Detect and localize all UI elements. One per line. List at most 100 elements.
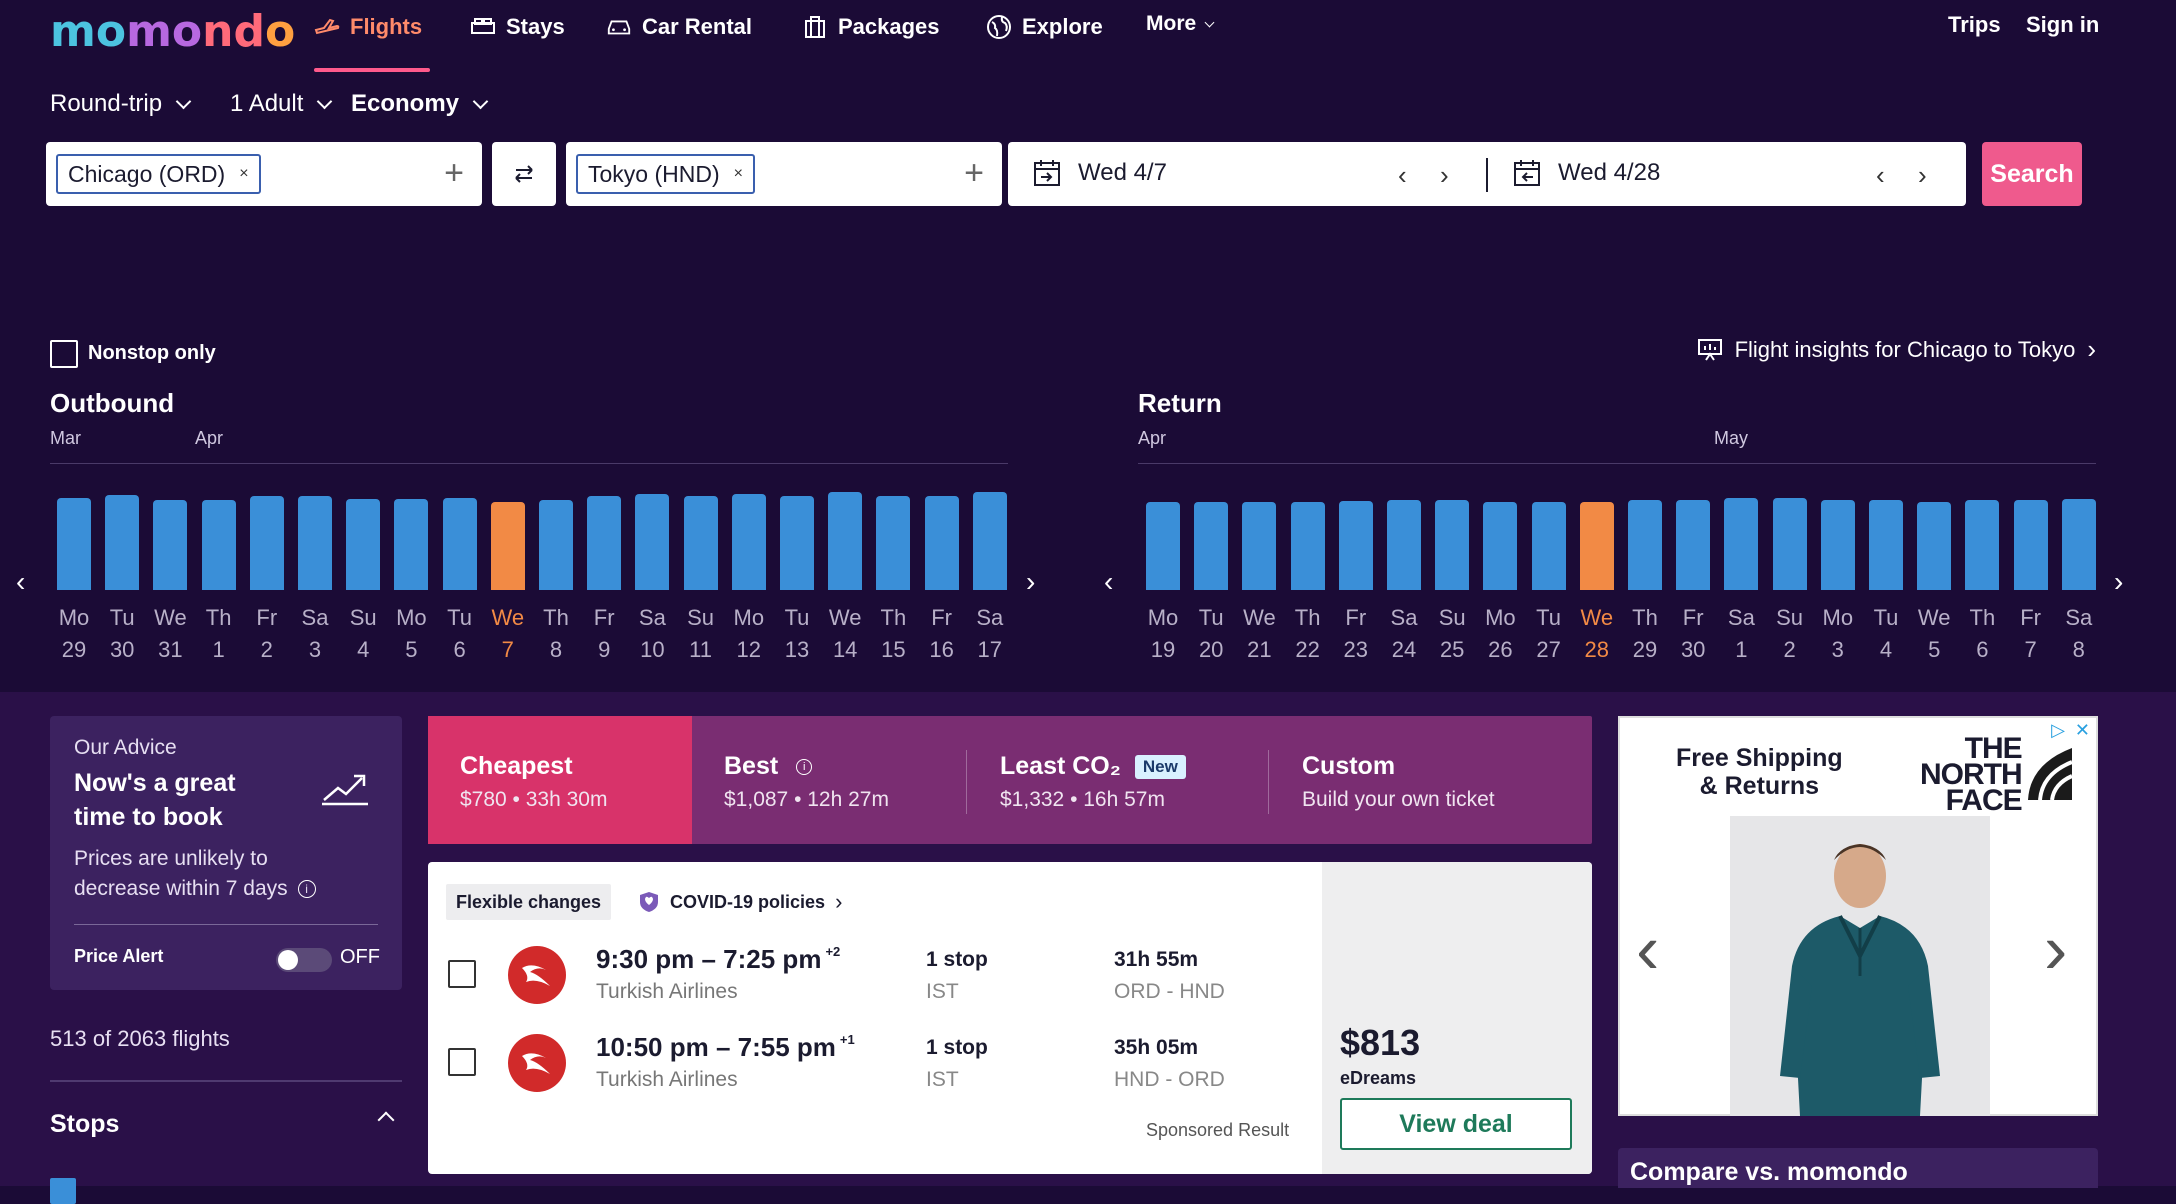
date-range-field[interactable]: Wed 4/7 ‹ › Wed 4/28 ‹ › <box>1008 142 1966 206</box>
price-bar[interactable] <box>346 499 381 590</box>
depart-prev-button[interactable]: ‹ <box>1398 160 1407 190</box>
destination-chip[interactable]: Tokyo (HND) × <box>576 154 755 194</box>
nav-flights[interactable]: Flights <box>314 14 422 40</box>
nav-packages[interactable]: Packages <box>802 14 940 40</box>
price-bar[interactable] <box>2061 499 2096 590</box>
remove-origin-icon[interactable]: × <box>239 165 249 182</box>
flight-insights-link[interactable]: Flight insights for Chicago to Tokyo › <box>1697 334 2096 365</box>
price-bar[interactable] <box>201 500 236 590</box>
price-bar[interactable] <box>490 502 525 590</box>
price-bar[interactable] <box>780 496 814 590</box>
return-prev-button[interactable]: ‹ <box>1104 566 1114 597</box>
price-bar[interactable] <box>298 496 332 590</box>
price-bar[interactable] <box>1194 502 1229 590</box>
nav-explore[interactable]: Explore <box>986 14 1103 40</box>
price-bar[interactable] <box>539 500 573 590</box>
destination-field[interactable]: Tokyo (HND) × + <box>566 142 1002 206</box>
depart-date[interactable]: Wed 4/7 <box>1032 158 1167 188</box>
leg-checkbox[interactable] <box>448 960 476 988</box>
covid-policies-link[interactable]: COVID-19 policies › <box>628 884 852 920</box>
add-destination-icon[interactable]: + <box>964 154 984 192</box>
price-bar[interactable] <box>105 495 140 590</box>
price-bar[interactable] <box>1917 502 1952 590</box>
trip-type-select[interactable]: Round-trip <box>50 90 192 118</box>
close-icon[interactable]: ✕ <box>2074 720 2090 740</box>
return-prev-button[interactable]: ‹ <box>1876 160 1885 190</box>
ad-choices-icon[interactable]: ▷ <box>2051 720 2065 740</box>
price-bar[interactable] <box>828 492 863 590</box>
price-bar[interactable] <box>1579 502 1614 590</box>
price-bar[interactable] <box>1146 502 1180 590</box>
sign-in-link[interactable]: Sign in <box>2026 12 2100 37</box>
return-next-button[interactable]: › <box>1918 160 1927 190</box>
price-bar[interactable] <box>1965 500 2000 590</box>
price-bar[interactable] <box>1869 500 1903 590</box>
momondo-logo[interactable]: momondo <box>50 6 296 57</box>
price-alert-toggle[interactable] <box>276 948 332 972</box>
search-button[interactable]: Search <box>1982 142 2082 206</box>
price-bar[interactable] <box>1628 500 1662 590</box>
price-bar[interactable] <box>635 494 670 590</box>
remove-destination-icon[interactable]: × <box>733 165 743 182</box>
info-icon[interactable]: i <box>297 880 316 898</box>
tab-cheapest[interactable]: Cheapest $780 • 33h 30m <box>428 716 692 844</box>
day-number-label: 21 <box>1247 637 1272 662</box>
nonstop-label[interactable]: Nonstop only <box>88 342 216 364</box>
nonstop-checkbox[interactable] <box>50 340 78 368</box>
view-deal-button[interactable]: View deal <box>1340 1098 1572 1150</box>
tab-least-co2[interactable]: Least CO₂ New $1,332 • 16h 57m <box>968 716 1268 844</box>
origin-chip[interactable]: Chicago (ORD) × <box>56 154 261 194</box>
price-bar[interactable] <box>587 496 622 590</box>
price-bar[interactable] <box>1387 500 1421 590</box>
price-bar[interactable] <box>1290 502 1325 590</box>
ad-next-icon[interactable]: › <box>2044 910 2068 988</box>
nonstop-filter-checkbox[interactable] <box>50 1178 76 1204</box>
price-bar[interactable] <box>1483 502 1518 590</box>
price-bar[interactable] <box>153 500 188 590</box>
price-bar[interactable] <box>731 494 766 590</box>
nav-car-rental[interactable]: Car Rental <box>606 14 752 40</box>
price-bar[interactable] <box>1338 501 1373 590</box>
price-bar[interactable] <box>683 496 718 590</box>
stops-filter-title[interactable]: Stops <box>50 1110 120 1138</box>
result-card[interactable]: Flexible changes COVID-19 policies › 9:3… <box>428 862 1592 1174</box>
leg-checkbox[interactable] <box>448 1048 476 1076</box>
nav-stays[interactable]: Stays <box>470 14 565 40</box>
trips-link[interactable]: Trips <box>1948 12 2001 37</box>
price-bar[interactable] <box>1820 500 1855 590</box>
advertisement[interactable]: Free Shipping & Returns THE NORTH FACE ▷… <box>1618 716 2098 1116</box>
ad-choices[interactable]: ▷ ✕ <box>2051 720 2090 741</box>
price-bar[interactable] <box>394 499 429 590</box>
price-bar[interactable] <box>1435 500 1470 590</box>
info-icon[interactable]: i <box>796 758 813 775</box>
add-origin-icon[interactable]: + <box>444 154 464 192</box>
price-bar[interactable] <box>1724 498 1759 590</box>
depart-next-button[interactable]: › <box>1440 160 1449 190</box>
origin-field[interactable]: Chicago (ORD) × + <box>46 142 482 206</box>
price-bar[interactable] <box>442 498 477 590</box>
day-number-label: 24 <box>1391 637 1417 662</box>
price-bar[interactable] <box>924 496 959 590</box>
nav-more[interactable]: More <box>1146 12 1215 36</box>
tab-best[interactable]: Best i $1,087 • 12h 27m <box>692 716 966 844</box>
price-bar[interactable] <box>57 498 91 590</box>
return-date[interactable]: Wed 4/28 <box>1512 158 1660 188</box>
outbound-prev-button[interactable]: ‹ <box>16 566 26 597</box>
price-bar[interactable] <box>1676 500 1711 590</box>
outbound-next-button[interactable]: › <box>1026 566 1036 597</box>
price-bar[interactable] <box>249 496 284 590</box>
price-bar[interactable] <box>1772 498 1807 590</box>
cabin-select[interactable]: Economy <box>351 90 489 118</box>
price-bar[interactable] <box>1242 502 1277 590</box>
return-next-button[interactable]: › <box>2114 566 2124 597</box>
price-bar[interactable] <box>972 492 1007 590</box>
day-number-label: 16 <box>929 637 954 662</box>
product-image[interactable] <box>1730 816 1990 1116</box>
ad-prev-icon[interactable]: ‹ <box>1636 910 1660 988</box>
price-bar[interactable] <box>876 496 911 590</box>
price-bar[interactable] <box>2013 500 2048 590</box>
tab-custom[interactable]: Custom Build your own ticket <box>1270 716 1592 844</box>
swap-button[interactable] <box>492 142 556 206</box>
travelers-select[interactable]: 1 Adult <box>230 90 333 118</box>
price-bar[interactable] <box>1531 502 1566 590</box>
